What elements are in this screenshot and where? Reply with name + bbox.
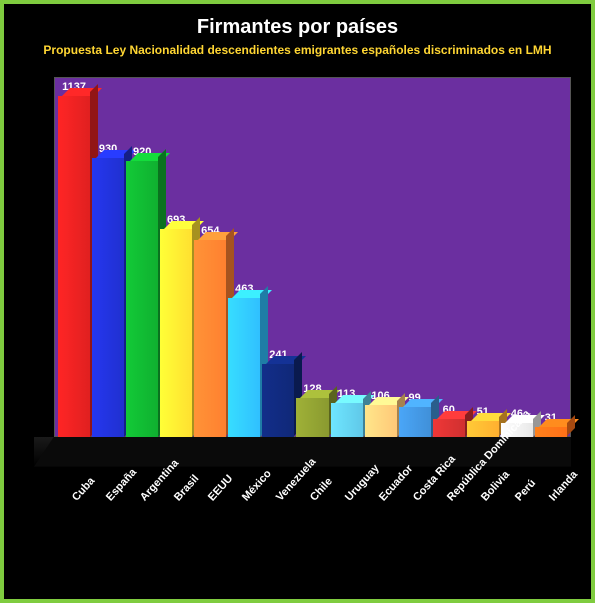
x-label: Venezuela: [262, 479, 294, 599]
bar-3d: [58, 96, 90, 437]
bar-3d: [399, 407, 431, 437]
bar-3d: [228, 298, 260, 437]
x-label: Uruguay: [331, 479, 363, 599]
x-label: Irlanda: [535, 479, 567, 599]
bar-cuba: 1137: [58, 81, 90, 437]
bar-bolivia: 51: [467, 406, 499, 436]
x-axis-labels: CubaEspañaArgentinaBrasilEEUUMéxicoVenez…: [54, 479, 571, 599]
bar-front-face: [194, 240, 226, 436]
bar-front-face: [92, 158, 124, 437]
x-label: Cuba: [58, 479, 90, 599]
bars-group: 1137930920693654463241128113106996051463…: [54, 77, 571, 437]
x-label-text: Irlanda: [547, 469, 580, 504]
plot-area: 1137930920693654463241128113106996051463…: [34, 77, 571, 467]
bar-3d: [92, 158, 124, 437]
bar-argentina: 920: [126, 146, 158, 437]
x-label: EEUU: [194, 479, 226, 599]
bar-front-face: [467, 421, 499, 436]
bar-front-face: [296, 398, 328, 436]
bar-uruguay: 113: [331, 388, 363, 437]
bar-front-face: [126, 161, 158, 437]
bar-3d: [433, 419, 465, 437]
bar-españa: 930: [92, 143, 124, 437]
x-label: España: [92, 479, 124, 599]
bar-3d: [467, 421, 499, 436]
x-label: México: [228, 479, 260, 599]
bar-front-face: [160, 229, 192, 437]
bar-front-face: [365, 405, 397, 437]
bar-3d: [262, 364, 294, 436]
bar-3d: [126, 161, 158, 437]
bar-méxico: 463: [228, 283, 260, 437]
bar-3d: [296, 398, 328, 436]
bar-chile: 128: [296, 383, 328, 436]
x-label: Costa Rica: [399, 479, 431, 599]
bar-front-face: [331, 403, 363, 437]
bar-front-face: [433, 419, 465, 437]
bar-front-face: [262, 364, 294, 436]
bar-3d: [535, 427, 567, 436]
bar-ecuador: 106: [365, 390, 397, 437]
bar-front-face: [58, 96, 90, 437]
x-label: Perú: [501, 479, 533, 599]
x-label: Ecuador: [365, 479, 397, 599]
bar-front-face: [399, 407, 431, 437]
bar-venezuela: 241: [262, 349, 294, 436]
bar-3d: [331, 403, 363, 437]
x-label: Argentina: [126, 479, 158, 599]
bar-costa-rica: 99: [399, 392, 431, 437]
bar-eeuu: 654: [194, 225, 226, 436]
x-label: Bolivia: [467, 479, 499, 599]
bar-front-face: [535, 427, 567, 436]
title-block: Firmantes por países Propuesta Ley Nacio…: [4, 4, 591, 67]
bar-front-face: [228, 298, 260, 437]
chart-title: Firmantes por países: [24, 16, 571, 39]
bar-3d: [365, 405, 397, 437]
bar-3d: [160, 229, 192, 437]
chart-subtitle: Propuesta Ley Nacionalidad descendientes…: [24, 43, 571, 59]
bar-brasil: 693: [160, 214, 192, 437]
bar-3d: [194, 240, 226, 436]
x-label: Brasil: [160, 479, 192, 599]
chart-container: Firmantes por países Propuesta Ley Nacio…: [0, 0, 595, 603]
x-label: República Dominicana: [433, 479, 465, 599]
bar-irlanda: 31: [535, 412, 567, 436]
bar-república-dominicana: 60: [433, 404, 465, 437]
x-label: Chile: [296, 479, 328, 599]
